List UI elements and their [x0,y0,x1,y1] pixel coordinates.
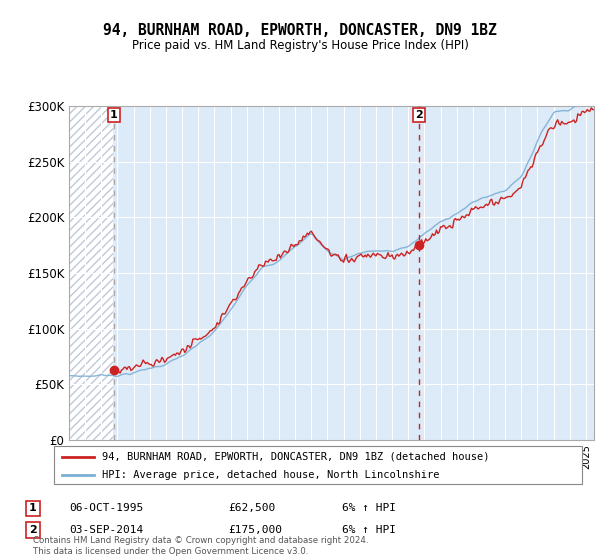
Text: Contains HM Land Registry data © Crown copyright and database right 2024.
This d: Contains HM Land Registry data © Crown c… [33,536,368,556]
Text: Price paid vs. HM Land Registry's House Price Index (HPI): Price paid vs. HM Land Registry's House … [131,39,469,53]
Text: HPI: Average price, detached house, North Lincolnshire: HPI: Average price, detached house, Nort… [101,470,439,480]
Text: 94, BURNHAM ROAD, EPWORTH, DONCASTER, DN9 1BZ (detached house): 94, BURNHAM ROAD, EPWORTH, DONCASTER, DN… [101,451,489,461]
Text: 6% ↑ HPI: 6% ↑ HPI [342,525,396,535]
Text: 03-SEP-2014: 03-SEP-2014 [69,525,143,535]
FancyBboxPatch shape [54,446,582,484]
Text: 1: 1 [29,503,37,514]
Text: £62,500: £62,500 [228,503,275,514]
Text: £175,000: £175,000 [228,525,282,535]
Text: 2: 2 [415,110,423,120]
Text: 6% ↑ HPI: 6% ↑ HPI [342,503,396,514]
Text: 2: 2 [29,525,37,535]
Text: 94, BURNHAM ROAD, EPWORTH, DONCASTER, DN9 1BZ: 94, BURNHAM ROAD, EPWORTH, DONCASTER, DN… [103,24,497,38]
Text: 06-OCT-1995: 06-OCT-1995 [69,503,143,514]
Text: 1: 1 [110,110,118,120]
